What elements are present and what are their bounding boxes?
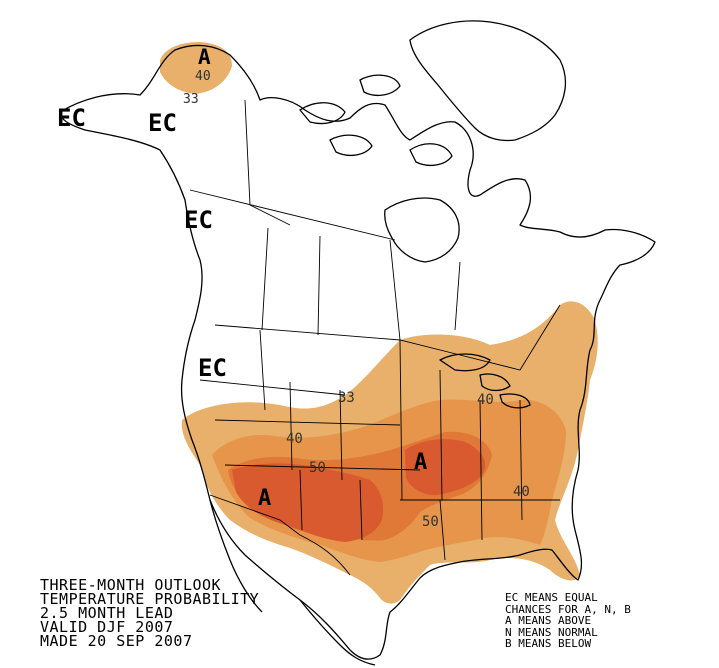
region-label-southwest-above: A: [258, 486, 271, 511]
region-label-bc-ec: EC: [184, 206, 213, 234]
caption-line-3: 2.5 MONTH LEAD: [40, 604, 174, 622]
shade-60-sw: [232, 463, 384, 542]
coastline-mexico: [209, 499, 376, 666]
region-label-oregon-ec: EC: [198, 354, 227, 382]
border-us-canada: [214, 304, 561, 371]
region-label-alaska-west-ec: EC: [57, 104, 86, 132]
legend-line-3: A MEANS ABOVE: [505, 614, 592, 627]
contour-label-rockies-40: 40: [286, 431, 303, 447]
region-label-alaska-above: A: [198, 45, 211, 69]
caption-line-1: THREE-MONTH OUTLOOK: [40, 576, 222, 594]
region-label-alaska-east-ec: EC: [148, 109, 177, 137]
coastline-north-america: [59, 44, 656, 660]
contour-label-southeast-40: 40: [513, 484, 530, 500]
border-us-mexico: [209, 494, 351, 576]
coastline-greenland: [409, 20, 567, 142]
contour-label-plains-50: 50: [309, 460, 326, 476]
legend-line-2: CHANCES FOR A, N, B: [505, 602, 631, 616]
border-canada-provinces: [189, 189, 461, 341]
legend-line-4: N MEANS NORMAL: [505, 625, 598, 639]
contour-label-alaska-33: 33: [183, 92, 199, 107]
border-alaska-canada: [244, 99, 291, 226]
caption-line-2: TEMPERATURE PROBABILITY: [40, 590, 260, 608]
contour-label-ohio-40: 40: [477, 392, 494, 408]
outlook-caption: THREE-MONTH OUTLOOK TEMPERATURE PROBABILI…: [40, 576, 260, 650]
caption-line-4: VALID DJF 2007: [40, 618, 174, 636]
region-label-midsouth-above: A: [414, 450, 427, 475]
caption-line-5: MADE 20 SEP 2007: [40, 632, 193, 650]
contour-label-alaska-40: 40: [195, 69, 211, 84]
coastline-hudson-bay: [384, 197, 460, 263]
coastline-great-lakes: [439, 353, 531, 409]
contour-label-plains-33: 33: [338, 390, 355, 406]
shade-33-40-alaska: [160, 42, 232, 94]
legend-line-1: EC MEANS EQUAL: [505, 591, 598, 604]
border-us-states: [199, 329, 560, 561]
shade-60-midsouth: [405, 439, 486, 496]
contour-label-texas-50: 50: [422, 514, 439, 530]
coastline-arctic-islands: [299, 74, 453, 167]
legend-line-5: B MEANS BELOW: [505, 637, 592, 650]
